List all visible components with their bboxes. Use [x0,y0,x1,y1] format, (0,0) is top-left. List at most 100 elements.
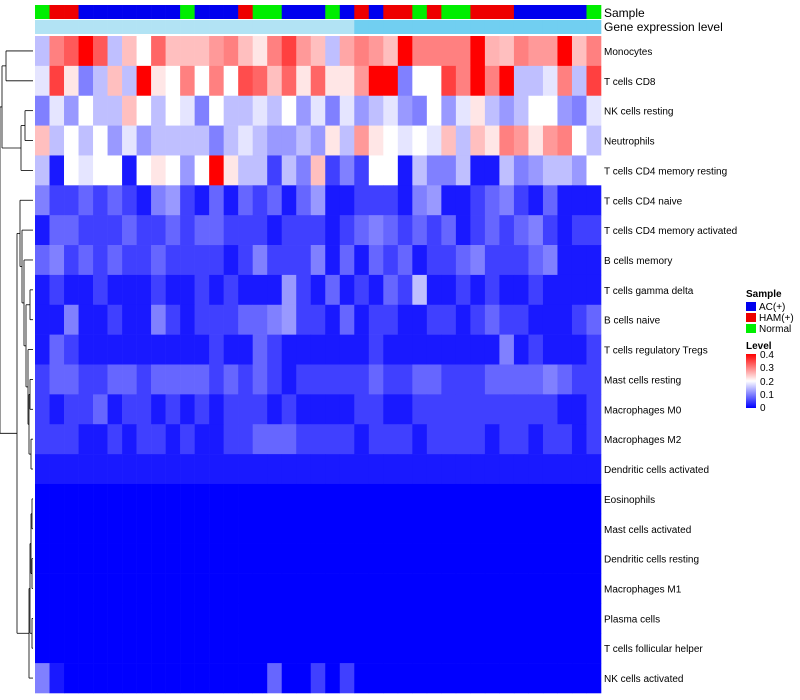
heatmap-cell-r13-c12 [194,394,210,425]
heatmap-cell-r21-c9 [151,633,166,664]
heatmap-cell-r4-c30 [455,125,471,156]
level-legend-tick-0: 0.4 [760,350,774,361]
heatmap-cell-r22-c5 [93,663,108,694]
heatmap-cell-r13-c8 [136,394,152,425]
sample-legend-label-normal: Normal [759,324,791,335]
heatmap-cell-r11-c1 [35,334,50,365]
heatmap-cell-r8-c18 [281,245,297,276]
heatmap-cell-r1-c4 [78,36,94,67]
heatmap-cell-r7-c27 [412,215,428,246]
heatmap-cell-r13-c34 [513,394,529,425]
heatmap-cell-r11-c22 [339,334,355,365]
heatmap-cell-r6-c31 [470,185,486,216]
heatmap-cell-r16-c8 [136,483,152,515]
heatmap-cell-r2-c29 [441,65,457,97]
heatmap-cell-r6-c34 [513,185,529,216]
expression-cell-10 [165,20,181,34]
heatmap-cell-r16-c6 [107,483,123,515]
heatmap-cell-r5-c17 [267,155,283,186]
heatmap-cell-r5-c34 [513,155,529,186]
heatmap-cell-r14-c32 [484,424,500,455]
heatmap-cell-r11-c5 [93,334,108,365]
heatmap-cell-r6-c24 [368,185,384,216]
heatmap-cell-r14-c20 [310,424,326,455]
heatmap-cell-r22-c15 [238,663,253,694]
heatmap-cell-r3-c11 [180,95,195,126]
heatmap-cell-r7-c18 [281,215,297,246]
heatmap-cell-r18-c5 [93,543,108,574]
heatmap-cell-r5-c8 [136,155,152,186]
sample-legend-swatch-normal [746,324,756,333]
heatmap-cell-r21-c36 [542,633,558,664]
heatmap-cell-r12-c27 [412,364,428,395]
heatmap-cell-r15-c34 [513,454,529,485]
heatmap-cell-r9-c38 [571,274,587,306]
heatmap-cell-r5-c29 [441,155,457,186]
heatmap-cell-r14-c26 [397,424,413,455]
expression-cell-2 [49,20,65,34]
heatmap-cell-r8-c33 [499,245,515,276]
heatmap-cell-r6-c39 [586,185,602,216]
heatmap-cell-r2-c12 [194,65,210,97]
heatmap-cell-r15-c3 [64,454,79,485]
heatmap-cell-r15-c8 [136,454,152,485]
heatmap-cell-r18-c32 [484,543,500,574]
sample-cell-38 [571,5,587,19]
heatmap-cell-r17-c29 [441,513,457,544]
heatmap-cell-r7-c8 [136,215,152,246]
expression-cell-37 [557,20,573,34]
heatmap-cell-r19-c31 [470,573,486,604]
heatmap-cell-r15-c21 [325,454,341,485]
heatmap-cell-r14-c37 [557,424,573,455]
heatmap-cell-r18-c28 [426,543,442,574]
heatmap-cell-r11-c32 [484,334,500,365]
expression-cell-35 [528,20,544,34]
heatmap-cell-r19-c36 [542,573,558,604]
heatmap-cell-r1-c21 [325,36,341,67]
heatmap-cell-r8-c14 [223,245,239,276]
heatmap-cell-r17-c25 [383,513,399,544]
heatmap-cell-r13-c15 [238,394,253,425]
heatmap-cell-r5-c6 [107,155,123,186]
heatmap-cell-r10-c39 [586,304,602,335]
heatmap-cell-r12-c26 [397,364,413,395]
heatmap-cell-r9-c23 [354,274,370,306]
heatmap-cell-r9-c24 [368,274,384,306]
heatmap-cell-r6-c32 [484,185,500,216]
heatmap-cell-r19-c23 [354,573,370,604]
heatmap-cell-r2-c4 [78,65,94,97]
expression-cell-22 [339,20,355,34]
heatmap-cell-r12-c4 [78,364,94,395]
heatmap-cell-r17-c17 [267,513,283,544]
heatmap-cell-r20-c8 [136,603,152,634]
heatmap-cell-r9-c34 [513,274,529,306]
heatmap-cell-r8-c37 [557,245,573,276]
heatmap-cell-r1-c29 [441,36,457,67]
heatmap-cell-r1-c22 [339,36,355,67]
heatmap-cell-r3-c7 [122,95,137,126]
heatmap-cell-r19-c37 [557,573,573,604]
heatmap-cell-r14-c27 [412,424,428,455]
heatmap-cell-r20-c26 [397,603,413,634]
heatmap-cell-r10-c15 [238,304,253,335]
heatmap-cell-r20-c35 [528,603,544,634]
expression-cell-19 [296,20,312,34]
heatmap-cell-r3-c14 [223,95,239,126]
heatmap-cell-r6-c11 [180,185,195,216]
heatmap-cell-r11-c20 [310,334,326,365]
heatmap-cell-r21-c2 [49,633,65,664]
heatmap-cell-r1-c2 [49,36,65,67]
heatmap-cell-r13-c5 [93,394,108,425]
heatmap-cell-r21-c29 [441,633,457,664]
heatmap-cell-r12-c5 [93,364,108,395]
heatmap-cell-r16-c35 [528,483,544,515]
expression-cell-5 [93,20,108,34]
heatmap-cell-r21-c25 [383,633,399,664]
heatmap-cell-r19-c7 [122,573,137,604]
sample-cell-8 [136,5,152,19]
heatmap-cell-r9-c1 [35,274,50,306]
heatmap-cell-r13-c23 [354,394,370,425]
heatmap-cell-r19-c34 [513,573,529,604]
heatmap-cell-r22-c2 [49,663,65,694]
sample-cell-20 [310,5,326,19]
